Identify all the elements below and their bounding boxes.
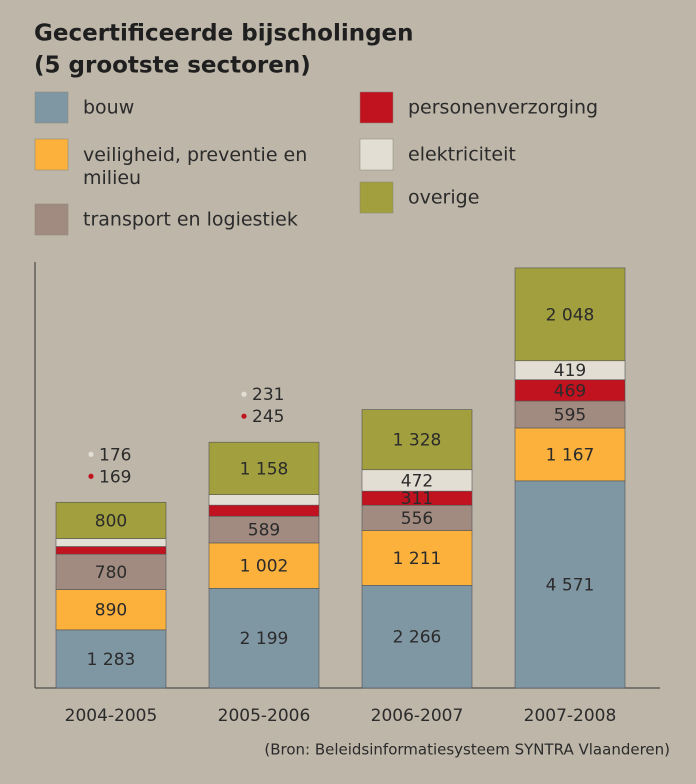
legend-label: transport en logiestiek <box>83 209 298 231</box>
value-label: 245 <box>252 407 284 427</box>
label-dot <box>88 473 94 479</box>
value-label: 589 <box>248 521 280 541</box>
value-label: 1 167 <box>546 445 595 465</box>
value-label: 1 211 <box>393 549 442 569</box>
bar-segment <box>208 441 320 495</box>
value-label: 1 328 <box>393 431 442 451</box>
value-label: 419 <box>554 361 586 381</box>
bar-segment <box>361 409 473 471</box>
legend-label: bouw <box>83 97 134 119</box>
bar-segment <box>55 546 167 555</box>
legend-swatch <box>34 138 69 171</box>
value-label: 780 <box>95 563 127 583</box>
bar-segment <box>208 494 320 506</box>
bar-segment <box>55 629 167 689</box>
value-label: 556 <box>401 509 433 529</box>
chart-subtitle: (5 grootste sectoren) <box>34 53 311 79</box>
label-dot <box>241 413 247 419</box>
legend-swatch <box>359 181 394 214</box>
label-dot <box>88 451 94 457</box>
legend-swatch <box>34 203 69 236</box>
value-label: 1 283 <box>87 650 136 670</box>
bar-segment <box>208 542 320 589</box>
value-label: 1 002 <box>240 557 289 577</box>
bar-segment <box>361 530 473 586</box>
x-tick-label: 2006-2007 <box>371 706 464 726</box>
legend-label: veiligheid, preventie en milieu <box>83 144 307 189</box>
value-label: 469 <box>554 381 586 401</box>
value-label: 231 <box>252 385 284 405</box>
value-label: 2 048 <box>546 305 595 325</box>
bar-segment <box>514 267 626 362</box>
legend-swatch <box>359 138 394 171</box>
bar-segment <box>55 553 167 590</box>
legend-label: personenverzorging <box>408 97 598 119</box>
bar-segment <box>55 589 167 631</box>
bar-segment <box>208 588 320 689</box>
bar-segment <box>514 400 626 429</box>
chart-title: Gecertificeerde bijscholingen <box>34 21 414 47</box>
value-label: 4 571 <box>546 575 595 595</box>
value-label: 176 <box>99 445 131 465</box>
value-label: 1 158 <box>240 459 289 479</box>
value-label: 169 <box>99 467 131 487</box>
value-label: 800 <box>95 511 127 531</box>
legend-swatch <box>359 91 394 124</box>
x-tick-label: 2005-2006 <box>218 706 311 726</box>
value-label: 2 199 <box>240 629 289 649</box>
bar-segment <box>55 538 167 547</box>
x-tick-label: 2007-2008 <box>524 706 617 726</box>
bar-segment <box>55 501 167 539</box>
bar-segment <box>208 515 320 544</box>
x-tick-label: 2004-2005 <box>65 706 158 726</box>
value-label: 311 <box>401 489 433 509</box>
legend-label: elektriciteit <box>408 144 516 166</box>
value-label: 595 <box>554 405 586 425</box>
legend-swatch <box>34 91 69 124</box>
value-label: 472 <box>401 471 433 491</box>
label-dot <box>241 391 247 397</box>
bar-segment <box>208 504 320 517</box>
value-label: 2 266 <box>393 628 442 648</box>
value-label: 890 <box>95 601 127 621</box>
legend-label: overige <box>408 187 479 209</box>
bar-segment <box>361 504 473 531</box>
source: (Bron: Beleidsinformatiesysteem SYNTRA V… <box>264 741 670 759</box>
